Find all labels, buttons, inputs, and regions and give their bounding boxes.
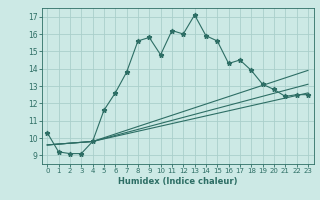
X-axis label: Humidex (Indice chaleur): Humidex (Indice chaleur) [118,177,237,186]
